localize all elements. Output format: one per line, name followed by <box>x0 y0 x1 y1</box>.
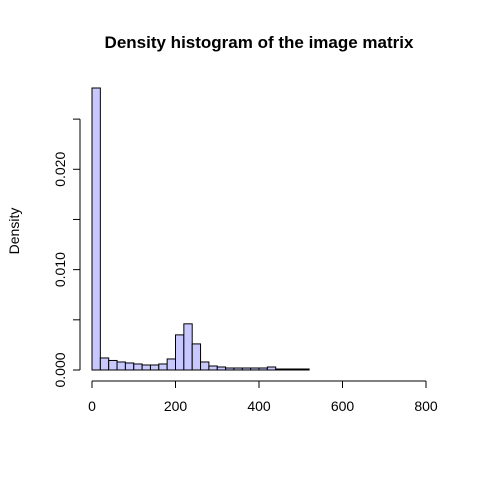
histogram-bar <box>149 364 160 371</box>
y-axis-label: Density <box>6 208 22 255</box>
x-tick-label: 0 <box>88 398 96 414</box>
histogram-bar <box>108 359 118 371</box>
y-tick-label: 0.000 <box>52 352 68 387</box>
histogram-bar <box>241 367 252 371</box>
histogram-bar <box>258 367 268 371</box>
histogram-bar <box>133 363 143 371</box>
histogram-bar <box>291 368 302 371</box>
histogram-bar <box>141 364 151 371</box>
histogram-bar <box>116 361 126 371</box>
histogram-bar <box>266 366 277 371</box>
histogram-bar <box>283 368 293 371</box>
histogram-bar <box>175 334 185 371</box>
histogram-bar <box>216 366 227 371</box>
histogram-bar <box>233 367 243 371</box>
histogram-bar <box>250 367 260 371</box>
histogram-bar <box>275 368 285 371</box>
histogram-bars <box>91 87 310 371</box>
histogram-bar <box>158 363 168 371</box>
histogram-bar <box>208 365 218 371</box>
histogram-bar <box>166 358 176 371</box>
chart-title: Density histogram of the image matrix <box>105 33 414 52</box>
x-tick-label: 600 <box>331 398 355 414</box>
y-axis: 0.000 0.010 0.020 <box>52 118 81 388</box>
histogram-bar <box>99 357 110 371</box>
histogram-bar <box>225 367 235 371</box>
histogram-bar <box>183 323 193 371</box>
y-tick-label: 0.020 <box>52 152 68 187</box>
histogram-bar <box>91 87 101 371</box>
histogram-bar <box>124 362 135 371</box>
histogram-bar <box>200 361 210 371</box>
x-tick-label: 800 <box>414 398 438 414</box>
x-axis: 0 200 400 600 800 <box>88 380 438 414</box>
x-tick-label: 400 <box>247 398 271 414</box>
histogram-bar <box>191 343 202 371</box>
histogram-bar <box>300 368 310 371</box>
y-tick-label: 0.010 <box>52 252 68 287</box>
x-tick-label: 200 <box>164 398 188 414</box>
